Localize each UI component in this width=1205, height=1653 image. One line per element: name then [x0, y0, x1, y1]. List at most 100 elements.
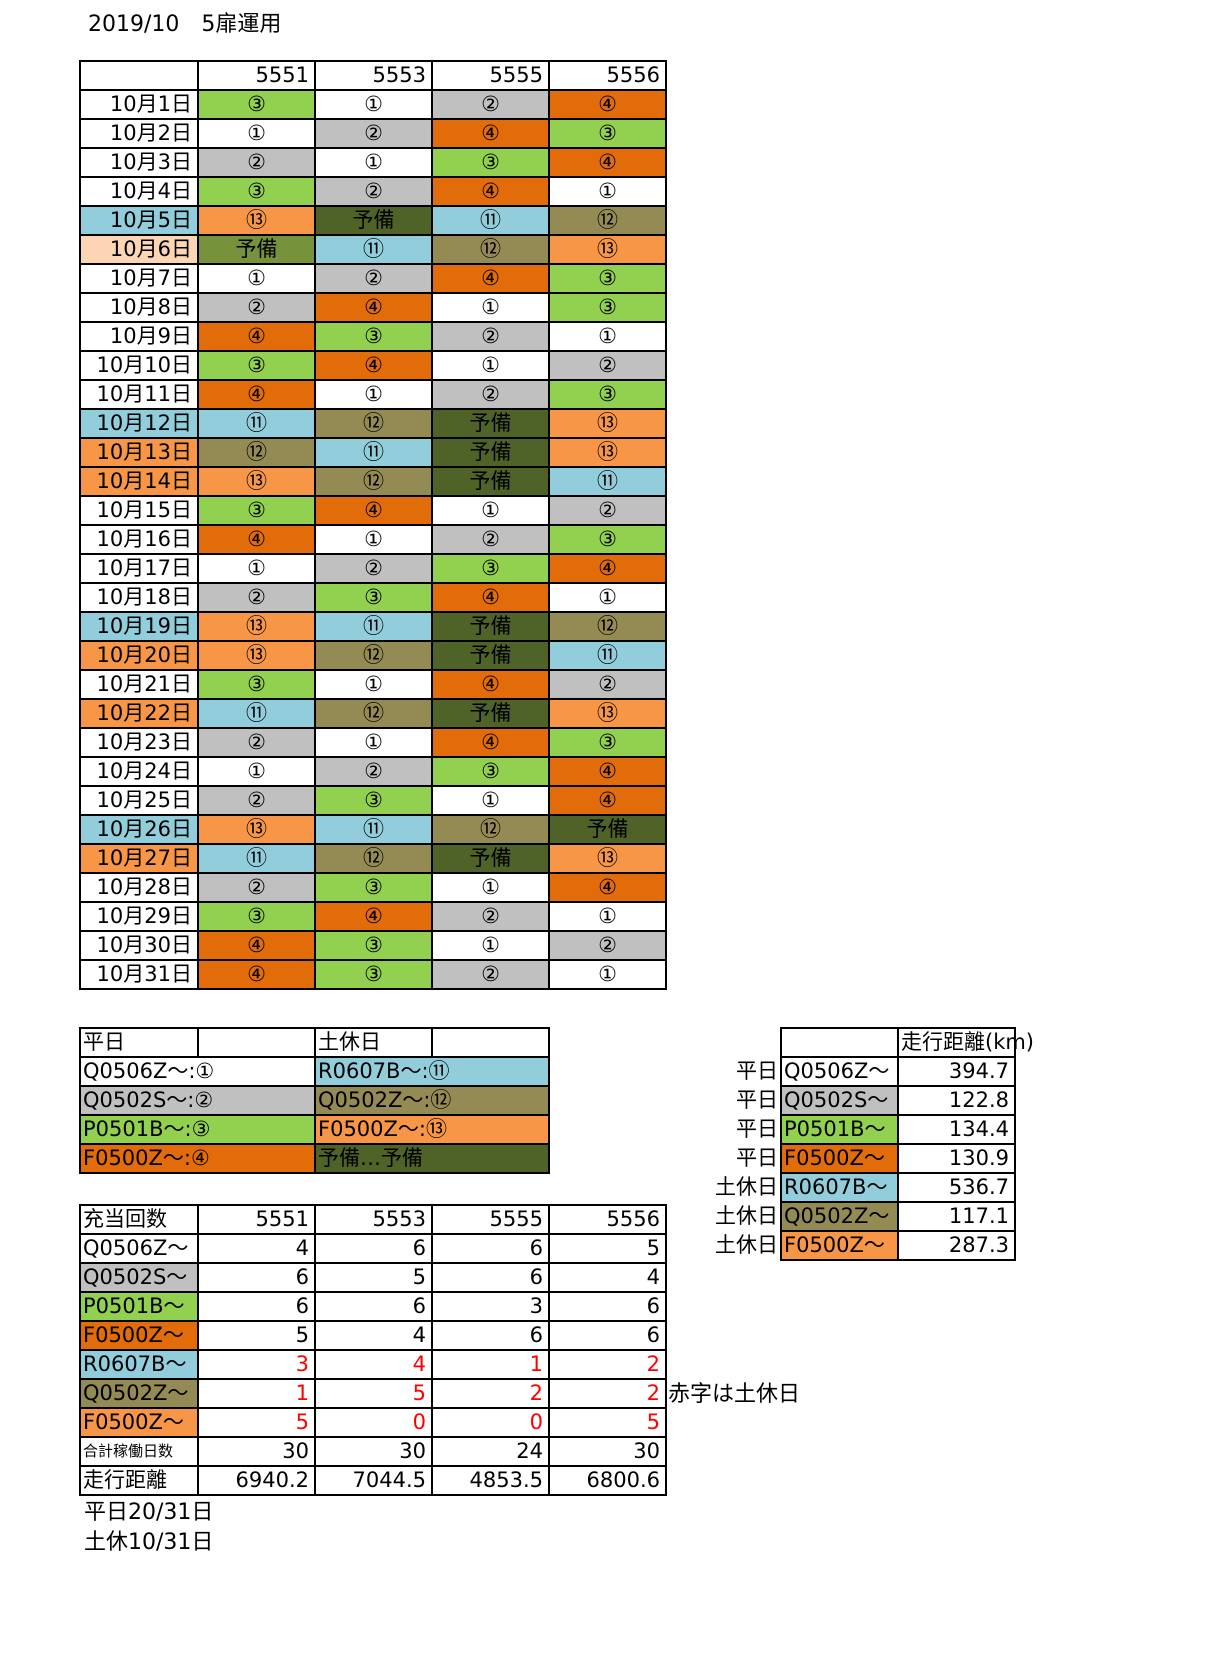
- legend-item: F0500Z～:⑬: [314, 1114, 550, 1145]
- legend-item: F0500Z～:④: [79, 1143, 316, 1174]
- table-row: 10月2日 ① ② ④ ③: [79, 118, 667, 149]
- count-value: 4: [314, 1349, 433, 1380]
- assignment-cell: ③: [314, 959, 433, 990]
- counts-table: 充当回数 5551 5553 5555 5556 Q0506Z～ 4 6 6 5 Q0502S～ 6 5…: [79, 1204, 667, 1496]
- date-cell: 10月13日: [79, 437, 199, 468]
- legend-table: 平日 土休日 Q0506Z～:① R0607B～:⑪ Q0502S～:② Q0502Z…: [79, 1027, 550, 1174]
- count-value: 5: [548, 1233, 667, 1264]
- car-number: 5556: [548, 60, 667, 91]
- date-cell: 10月16日: [79, 524, 199, 555]
- legend-item: Q0502Z～:⑫: [314, 1085, 550, 1116]
- assignment-cell: ⑬: [197, 205, 316, 236]
- distance-km: 536.7: [897, 1172, 1016, 1203]
- assignment-cell: ③: [314, 785, 433, 816]
- assignment-cell: ⑪: [314, 611, 433, 642]
- table-row: 10月24日 ① ② ③ ④: [79, 756, 667, 787]
- assignment-cell: ①: [314, 524, 433, 555]
- schedule-corner: [79, 60, 199, 91]
- distance-km: 117.1: [897, 1201, 1016, 1232]
- distance-total-value: 4853.5: [431, 1465, 550, 1496]
- assignment-cell: ③: [314, 321, 433, 352]
- route-name: R0607B～: [79, 1349, 199, 1380]
- assignment-cell: ②: [431, 89, 550, 120]
- schedule-header-row: 5551 5553 5555 5556: [79, 60, 667, 91]
- assignment-cell: ②: [431, 321, 550, 352]
- assignment-cell: ①: [314, 379, 433, 410]
- total-days-value: 24: [431, 1436, 550, 1467]
- assignment-cell: ⑪: [197, 698, 316, 729]
- date-cell: 10月17日: [79, 553, 199, 584]
- table-row: 10月25日 ② ③ ① ④: [79, 785, 667, 816]
- date-cell: 10月20日: [79, 640, 199, 671]
- assignment-cell: 予備: [314, 205, 433, 236]
- assignment-cell: ⑬: [548, 843, 667, 874]
- date-cell: 10月19日: [79, 611, 199, 642]
- distance-km: 394.7: [897, 1056, 1016, 1087]
- route-name: Q0506Z～: [79, 1233, 199, 1264]
- table-row: 10月11日 ④ ① ② ③: [79, 379, 667, 410]
- assignment-cell: ③: [197, 495, 316, 526]
- day-type-label: 土休日: [715, 1175, 778, 1199]
- car-number: 5551: [197, 60, 316, 91]
- assignment-cell: ⑪: [197, 408, 316, 439]
- distance-total-value: 6800.6: [548, 1465, 667, 1496]
- count-value: 6: [197, 1262, 316, 1293]
- assignment-cell: ②: [548, 350, 667, 381]
- assignment-cell: ②: [314, 263, 433, 294]
- distance-total-value: 7044.5: [314, 1465, 433, 1496]
- date-cell: 10月7日: [79, 263, 199, 294]
- count-value: 6: [431, 1320, 550, 1351]
- legend-item: Q0502S～:②: [79, 1085, 316, 1116]
- count-value: 5: [314, 1378, 433, 1409]
- table-row: 10月6日 予備 ⑪ ⑫ ⑬: [79, 234, 667, 265]
- distance-km: 287.3: [897, 1230, 1016, 1261]
- assignment-cell: ③: [548, 292, 667, 323]
- car-number: 5553: [314, 1204, 433, 1235]
- legend-row: Q0502S～:② Q0502Z～:⑫: [79, 1085, 550, 1116]
- table-row: 10月12日 ⑪ ⑫ 予備 ⑬: [79, 408, 667, 439]
- date-cell: 10月24日: [79, 756, 199, 787]
- date-cell: 10月18日: [79, 582, 199, 613]
- total-days-value: 30: [314, 1436, 433, 1467]
- date-cell: 10月22日: [79, 698, 199, 729]
- assignment-cell: ②: [431, 959, 550, 990]
- assignment-cell: ①: [197, 263, 316, 294]
- distance-row: 平日 Q0506Z～ 394.7: [695, 1056, 1016, 1087]
- car-number: 5556: [548, 1204, 667, 1235]
- assignment-cell: ⑪: [197, 843, 316, 874]
- assignment-cell: ①: [548, 901, 667, 932]
- count-value: 6: [431, 1262, 550, 1293]
- assignment-cell: ③: [197, 669, 316, 700]
- date-cell: 10月3日: [79, 147, 199, 178]
- table-row: 10月20日 ⑬ ⑫ 予備 ⑪: [79, 640, 667, 671]
- day-type-label: 平日: [736, 1117, 778, 1141]
- assignment-cell: ③: [314, 872, 433, 903]
- assignment-cell: ②: [197, 582, 316, 613]
- assignment-cell: ⑪: [548, 466, 667, 497]
- distance-row: 土休日 Q0502Z～ 117.1: [695, 1201, 1016, 1232]
- assignment-cell: ②: [197, 292, 316, 323]
- table-row: 10月5日 ⑬ 予備 ⑪ ⑫: [79, 205, 667, 236]
- table-row: 10月8日 ② ④ ① ③: [79, 292, 667, 323]
- date-cell: 10月8日: [79, 292, 199, 323]
- assignment-cell: ①: [197, 553, 316, 584]
- table-row: Q0502S～ 6 5 6 4: [79, 1262, 667, 1293]
- car-number: 5555: [431, 1204, 550, 1235]
- assignment-cell: ⑬: [548, 437, 667, 468]
- legend-item: 予備…予備: [314, 1143, 550, 1174]
- route-name: Q0502S～: [79, 1262, 199, 1293]
- assignment-cell: ①: [431, 495, 550, 526]
- assignment-cell: ⑪: [314, 234, 433, 265]
- assignment-cell: ④: [431, 263, 550, 294]
- count-value: 0: [431, 1407, 550, 1438]
- assignment-cell: ③: [314, 930, 433, 961]
- assignment-cell: ①: [548, 176, 667, 207]
- assignment-cell: ②: [548, 930, 667, 961]
- count-value: 5: [548, 1407, 667, 1438]
- date-cell: 10月21日: [79, 669, 199, 700]
- day-type-label: 平日: [736, 1146, 778, 1170]
- assignment-cell: ②: [314, 756, 433, 787]
- table-row: Q0506Z～ 4 6 6 5: [79, 1233, 667, 1264]
- assignment-cell: ⑫: [314, 640, 433, 671]
- assignment-cell: ①: [431, 292, 550, 323]
